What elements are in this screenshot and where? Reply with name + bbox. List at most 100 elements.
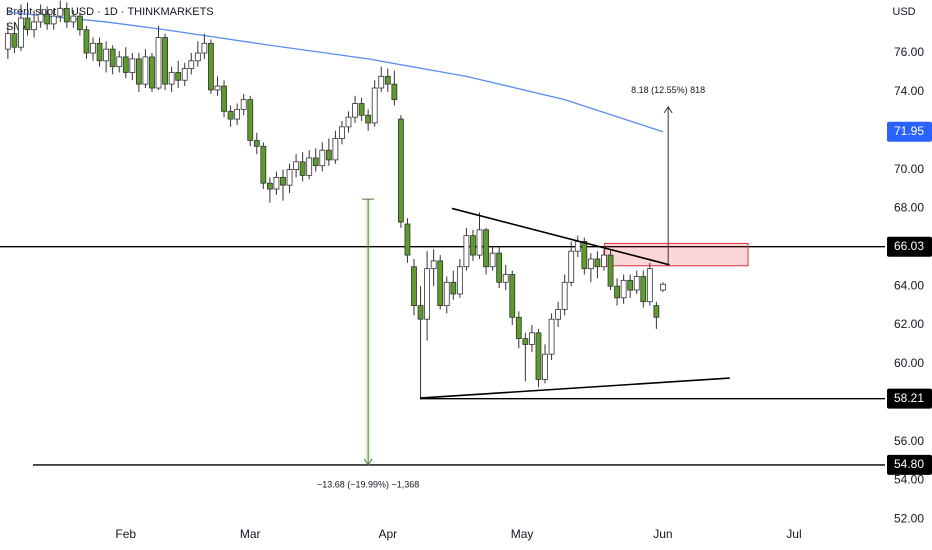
- y-tick-label: 68.00: [894, 201, 924, 215]
- candle-body: [168, 72, 175, 85]
- x-tick-label: Jul: [786, 527, 801, 541]
- candle-body: [371, 87, 378, 124]
- candle-body: [44, 13, 51, 25]
- sma-line: [7, 11, 664, 133]
- candle-body: [456, 266, 463, 295]
- candle-body: [522, 338, 529, 345]
- candle-body: [142, 56, 149, 85]
- candle-body: [208, 42, 214, 91]
- sma-badge-label: 71.95: [894, 124, 924, 138]
- candle-body: [4, 33, 11, 50]
- candle-body: [450, 281, 457, 295]
- candle-body: [542, 353, 548, 380]
- candle-body: [548, 318, 555, 355]
- candle-body: [116, 56, 123, 68]
- candle-body: [234, 108, 241, 120]
- candle-body: [627, 279, 634, 291]
- y-tick-label: 60.00: [894, 356, 924, 370]
- candle-body: [640, 276, 647, 303]
- candle-body: [312, 157, 319, 167]
- candle-body: [463, 235, 470, 268]
- y-tick-label: 76.00: [894, 45, 924, 59]
- x-tick-label: Apr: [378, 527, 397, 541]
- candle-body: [77, 15, 83, 31]
- y-tick-label: 74.00: [894, 84, 924, 98]
- candle-body: [535, 332, 542, 380]
- candle-body: [286, 169, 293, 186]
- candle-body: [502, 274, 509, 283]
- candle-body: [319, 149, 326, 167]
- price-badge-label: 58.21: [894, 391, 924, 405]
- x-tick-label: Feb: [115, 527, 136, 541]
- candle-body: [11, 33, 18, 48]
- candle-body: [378, 75, 385, 89]
- candle-body: [240, 99, 247, 110]
- measure-label: −13.68 (−19.99%) −1,368: [317, 479, 419, 489]
- candle-body: [443, 281, 450, 306]
- y-tick-label: 62.00: [894, 317, 924, 331]
- candle-body: [194, 52, 201, 62]
- price-badge-label: 66.03: [894, 239, 924, 253]
- candle-body: [345, 116, 352, 128]
- candle-body: [227, 110, 234, 120]
- candle-body: [384, 75, 391, 85]
- candle-body: [260, 145, 267, 184]
- candle-body: [214, 85, 221, 91]
- price-badge-label: 54.80: [894, 457, 924, 471]
- x-tick-label: Mar: [240, 527, 261, 541]
- candle-body: [404, 223, 411, 256]
- candle-body: [247, 99, 254, 141]
- candle-body: [306, 157, 313, 176]
- candle-body: [352, 103, 358, 118]
- candle-body: [509, 274, 516, 318]
- measure-arrow: [663, 105, 673, 114]
- trendline: [419, 377, 730, 399]
- currency-label: USD: [892, 6, 915, 18]
- chart-title: Brent spot in USD · 1D · THINKMARKETS: [6, 6, 214, 18]
- x-tick-label: Jun: [653, 527, 672, 541]
- candle-body: [273, 176, 280, 190]
- x-tick-label: May: [511, 527, 534, 541]
- candle-body: [188, 60, 195, 69]
- candle-body: [496, 252, 503, 283]
- candle-body: [489, 252, 496, 268]
- candle-body: [594, 258, 601, 268]
- candle-body: [620, 279, 627, 299]
- price-badge: [887, 454, 932, 475]
- y-tick-label: 52.00: [894, 511, 924, 525]
- candle-body: [129, 58, 136, 73]
- candle-body: [483, 229, 489, 268]
- candle-body: [587, 258, 594, 270]
- y-tick-label: 54.00: [894, 473, 924, 487]
- candle-body: [162, 37, 168, 85]
- candle-body: [149, 56, 155, 89]
- candle-body: [653, 305, 660, 318]
- candle-body: [529, 332, 535, 345]
- candle-body: [96, 42, 103, 62]
- candle-body: [430, 260, 437, 270]
- candle-body: [109, 48, 116, 68]
- candle-body: [601, 254, 607, 268]
- y-tick-label: 70.00: [894, 162, 924, 176]
- candle-body: [18, 17, 24, 48]
- price-badge: [887, 236, 932, 257]
- candle-body: [660, 283, 666, 291]
- candle-body: [411, 266, 417, 306]
- candle-body: [122, 56, 129, 73]
- candle-body: [155, 37, 162, 89]
- measure-arrow: [363, 458, 373, 466]
- candle-body: [181, 68, 188, 81]
- price-badge: [887, 388, 932, 409]
- candle-body: [135, 58, 142, 85]
- candle-body: [299, 161, 306, 176]
- candle-body: [280, 176, 286, 186]
- candle-body: [293, 161, 299, 171]
- candle-body: [24, 17, 31, 31]
- candle-body: [358, 103, 365, 116]
- candle-body: [476, 229, 483, 256]
- candle-body: [332, 138, 339, 161]
- candle-body: [581, 241, 588, 270]
- y-tick-label: 64.00: [894, 278, 924, 292]
